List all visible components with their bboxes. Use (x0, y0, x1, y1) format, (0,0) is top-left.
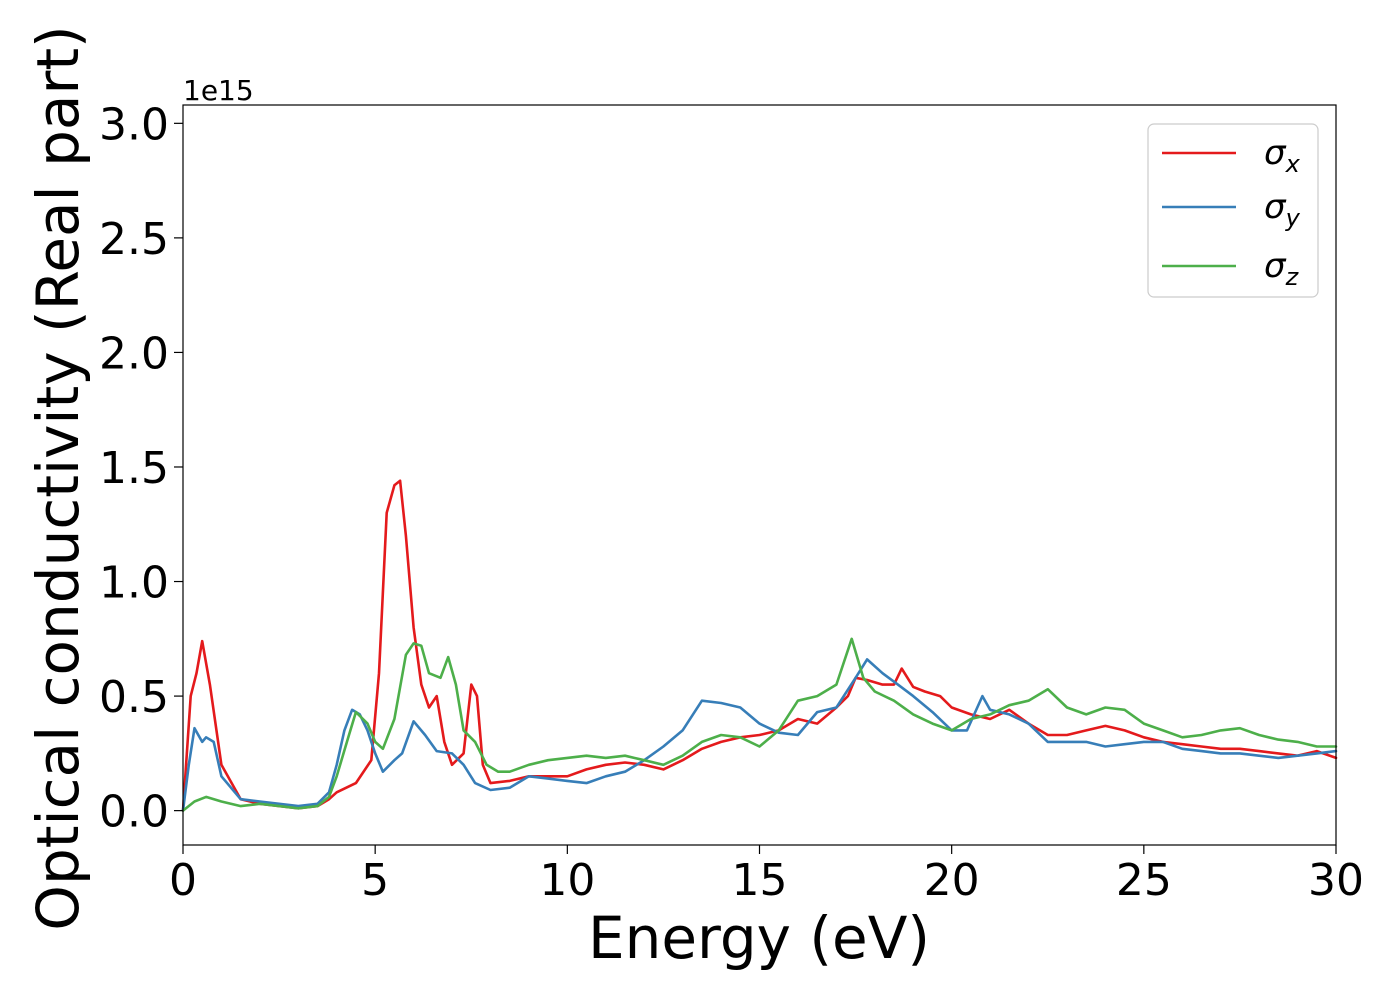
y-tick-label: 2.0 (99, 328, 169, 379)
x-axis-title: Energy (eV) (588, 904, 930, 972)
legend-label-z: σz (1264, 246, 1300, 291)
legend-label-symbol: σ (1264, 246, 1287, 286)
x-tick-label: 15 (732, 855, 788, 906)
legend-label-subscript: y (1285, 204, 1301, 232)
x-tick-label: 20 (924, 855, 980, 906)
y-axis-title: Optical conductivity (Real part) (24, 25, 92, 930)
series-line-y (181, 658, 1338, 812)
y-tick-label: 1.5 (99, 443, 169, 494)
legend-label-symbol: σ (1264, 133, 1287, 173)
legend-label-subscript: z (1285, 263, 1300, 291)
x-tick-label: 30 (1308, 855, 1364, 906)
y-tick-label: 0.5 (99, 672, 169, 723)
x-tick-label: 10 (539, 855, 595, 906)
legend-label-y: σy (1264, 187, 1301, 232)
y-axis: 0.0 0.5 1.0 1.5 2.0 2.5 3.0 (99, 99, 183, 838)
series-line-z (181, 637, 1338, 812)
legend-label-symbol: σ (1264, 187, 1287, 227)
y-offset-label: 1e15 (183, 74, 254, 107)
x-axis: 0 5 10 15 20 25 30 (169, 845, 1364, 906)
x-tick-label: 5 (361, 855, 389, 906)
series-line-x (181, 479, 1338, 812)
legend-box (1147, 123, 1319, 298)
x-tick-label: 25 (1116, 855, 1172, 906)
x-tick-label: 0 (169, 855, 197, 906)
y-tick-label: 0.0 (99, 787, 169, 838)
legend-label-x: σx (1264, 133, 1301, 178)
y-tick-label: 1.0 (99, 558, 169, 609)
y-tick-label: 3.0 (99, 99, 169, 150)
series-layer (181, 479, 1338, 812)
y-tick-label: 2.5 (99, 214, 169, 265)
legend-label-subscript: x (1285, 150, 1301, 178)
